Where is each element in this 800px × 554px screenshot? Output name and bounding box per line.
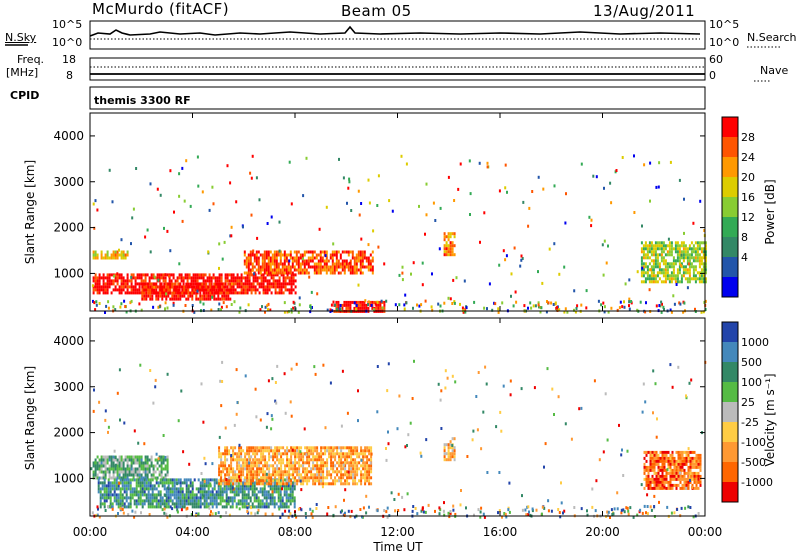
- velocity-echo-region: [443, 437, 456, 462]
- freq-panel-frame: [89, 57, 706, 81]
- velocity-colorbar-tick: -100: [741, 436, 766, 449]
- power-colorbar-frame: [721, 116, 739, 298]
- velocity-panel-frame: [89, 317, 706, 517]
- power-echo-region: [640, 241, 707, 284]
- velocity-colorbar-frame: [721, 321, 739, 503]
- velocity-colorbar-tick: -1000: [741, 476, 773, 489]
- power-colorbar-tick: 28: [741, 131, 755, 144]
- power-colorbar-swatch: [722, 177, 738, 198]
- date-title: 13/Aug/2011: [593, 2, 696, 20]
- velocity-ytick-label: 3000: [53, 380, 84, 394]
- xlabel: Time UT: [372, 540, 423, 554]
- velocity-colorbar-swatch: [722, 402, 738, 423]
- power-colorbar-tick: 4: [741, 251, 748, 264]
- velocity-colorbar-label: Velocity [m s⁻¹]: [763, 373, 777, 466]
- freq-right-tick-top: 60: [709, 53, 723, 66]
- velocity-echo-region: [643, 450, 702, 490]
- power-colorbar-tick: 12: [741, 211, 755, 224]
- power-ytick-label: 1000: [53, 266, 84, 280]
- xtick-label: 12:00: [380, 525, 415, 539]
- power-colorbar-label: Power [dB]: [763, 179, 777, 244]
- xtick-label: 16:00: [483, 525, 518, 539]
- cpid-panel-frame: [89, 86, 706, 110]
- power-colorbar-tick: 20: [741, 171, 755, 184]
- velocity-echo-region: [218, 446, 373, 486]
- noise-right-tick-bottom: 10^0: [709, 36, 740, 49]
- freq-right-tick-bottom: 0: [709, 69, 716, 82]
- power-colorbar-swatch: [722, 197, 738, 218]
- power-colorbar-tick: 16: [741, 191, 755, 204]
- velocity-ytick-label: 1000: [53, 471, 84, 485]
- cpid-value: themis 3300 RF: [94, 94, 191, 107]
- velocity-colorbar-swatch: [722, 462, 738, 483]
- power-colorbar-swatch: [722, 237, 738, 258]
- noise-panel-frame: [89, 20, 706, 50]
- freq-label: Freq.: [17, 53, 45, 66]
- velocity-colorbar-tick: 25: [741, 396, 755, 409]
- freq-left-tick-top: 18: [62, 53, 76, 66]
- cpid-label: CPID: [10, 89, 40, 102]
- nave-label: Nave: [760, 64, 789, 77]
- power-colorbar-swatch: [722, 217, 738, 238]
- beam-title: Beam 05: [341, 2, 412, 20]
- noise-left-tick-top: 10^5: [52, 18, 83, 31]
- velocity-colorbar-tick: 1000: [741, 336, 769, 349]
- velocity-colorbar-swatch: [722, 442, 738, 463]
- velocity-colorbar-swatch: [722, 422, 738, 443]
- noise-right-tick-top: 10^5: [709, 18, 740, 31]
- station-title: McMurdo (fitACF): [92, 0, 230, 18]
- power-echo-region: [243, 250, 374, 275]
- velocity-colorbar-swatch: [722, 342, 738, 363]
- power-colorbar-swatch: [722, 257, 738, 278]
- power-colorbar-swatch: [722, 117, 738, 138]
- xtick-label: 00:00: [688, 525, 723, 539]
- power-echo-region: [92, 250, 129, 260]
- velocity-colorbar-tick: -25: [741, 416, 759, 429]
- noise-left-tick-bottom: 10^0: [52, 36, 83, 49]
- power-sparse-echoes: [91, 154, 707, 314]
- power-echo-region: [443, 232, 456, 257]
- noise-sky-line: [89, 25, 701, 37]
- power-colorbar-swatch: [722, 137, 738, 158]
- velocity-colorbar-tick: 100: [741, 376, 762, 389]
- xtick-label: 00:00: [73, 525, 108, 539]
- xtick-label: 20:00: [585, 525, 620, 539]
- power-colorbar-tick: 24: [741, 151, 755, 164]
- velocity-sparse-echoes: [90, 359, 707, 519]
- velocity-ytick-label: 4000: [53, 334, 84, 348]
- velocity-colorbar-tick: -500: [741, 456, 766, 469]
- velocity-ytick-label: 2000: [53, 426, 84, 440]
- power-echo-region: [141, 282, 232, 301]
- freq-unit-label: [MHz]: [6, 66, 39, 79]
- power-ylabel: Slant Range [km]: [23, 160, 37, 264]
- velocity-ylabel: Slant Range [km]: [23, 366, 37, 470]
- noise-search-label: N.Search: [747, 31, 797, 44]
- velocity-colorbar-swatch: [722, 362, 738, 383]
- noise-sky-label: N.Sky: [5, 31, 37, 44]
- velocity-echo-region: [92, 455, 169, 480]
- velocity-echo-region: [97, 478, 296, 509]
- xtick-label: 08:00: [278, 525, 313, 539]
- velocity-heatmap: [89, 317, 707, 519]
- velocity-colorbar-swatch: [722, 382, 738, 403]
- power-heatmap: [89, 112, 707, 314]
- power-colorbar-swatch: [722, 157, 738, 178]
- xtick-label: 04:00: [175, 525, 210, 539]
- power-ytick-label: 2000: [53, 221, 84, 235]
- velocity-colorbar-swatch: [722, 482, 738, 503]
- power-ytick-label: 3000: [53, 175, 84, 189]
- velocity-colorbar-swatch: [722, 322, 738, 343]
- power-colorbar-tick: 8: [741, 231, 748, 244]
- power-ytick-label: 4000: [53, 129, 84, 143]
- freq-left-tick-bottom: 8: [66, 69, 73, 82]
- velocity-colorbar-tick: 500: [741, 356, 762, 369]
- power-colorbar-swatch: [722, 277, 738, 298]
